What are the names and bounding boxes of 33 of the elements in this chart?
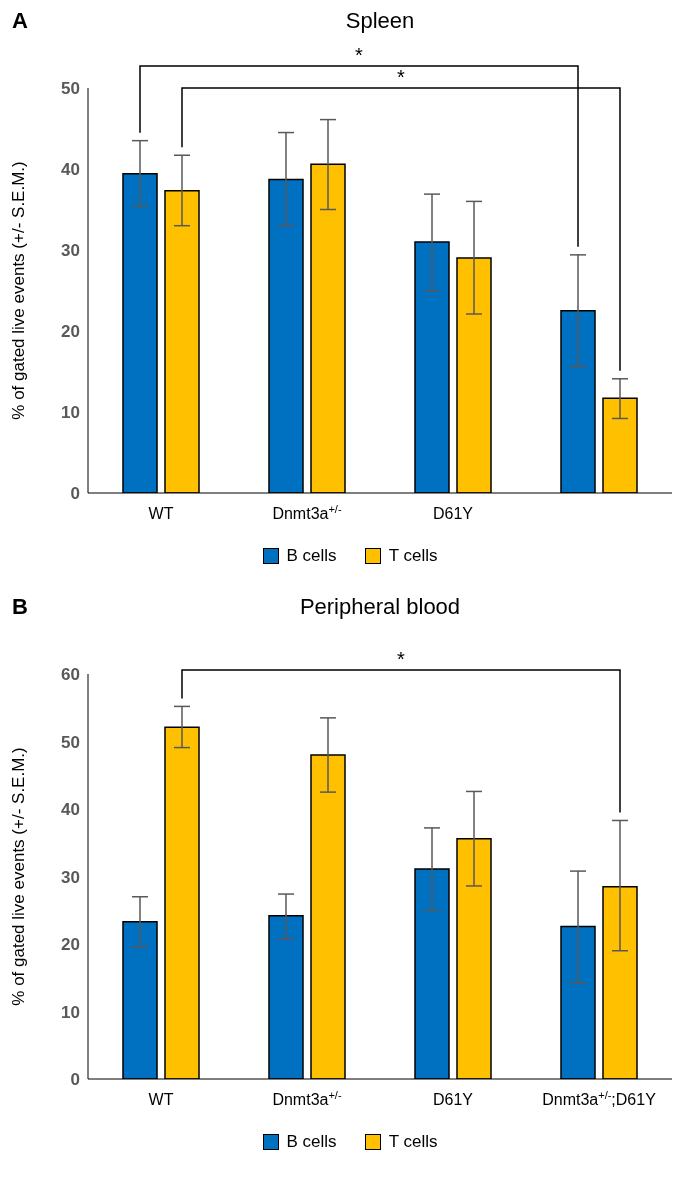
y-tick-label: 20 bbox=[61, 322, 80, 342]
y-axis-title: % of gated live events (+/- S.E.M.) bbox=[9, 161, 29, 420]
text: * bbox=[355, 44, 364, 66]
x-tick-label: WT bbox=[148, 1091, 174, 1108]
legend-label: B cells bbox=[285, 546, 337, 566]
legend-label: B cells bbox=[285, 1132, 337, 1152]
legend-label: T cells bbox=[387, 546, 438, 566]
y-axis-title: % of gated live events (+/- S.E.M.) bbox=[9, 747, 29, 1006]
y-tick-label: 40 bbox=[61, 800, 80, 820]
y-tick-label: 60 bbox=[61, 665, 80, 685]
chart-title: Spleen bbox=[344, 8, 416, 34]
y-tick-label: 10 bbox=[61, 1002, 80, 1022]
x-tick-label: WT bbox=[148, 505, 174, 522]
text: A bbox=[12, 8, 28, 34]
y-tick-label: 30 bbox=[61, 241, 80, 261]
x-tick-label: D61Y bbox=[432, 1091, 474, 1108]
annotation: * bbox=[397, 66, 406, 88]
y-tick-label: 0 bbox=[70, 1070, 80, 1090]
x-tick-label: Dnmt3a$^{+/-}$ bbox=[272, 503, 342, 522]
x-tick-label: D61Y bbox=[432, 505, 474, 522]
y-tick-label: 0 bbox=[70, 484, 80, 504]
y-tick-label: 40 bbox=[61, 160, 80, 180]
chart-title: Peripheral blood bbox=[298, 594, 462, 620]
legend-label: T cells bbox=[387, 1132, 438, 1152]
y-tick-label: 50 bbox=[61, 79, 80, 99]
text: * bbox=[397, 648, 406, 670]
x-tick-label: Dnmt3a$^{+/-}$ bbox=[272, 1089, 342, 1108]
x-tick-label: Dnmt3a$^{+/-}$;D61Y bbox=[542, 1089, 657, 1108]
y-tick-label: 10 bbox=[61, 403, 80, 423]
y-tick-label: 50 bbox=[61, 732, 80, 752]
text: B bbox=[12, 594, 28, 620]
y-tick-label: 20 bbox=[61, 935, 80, 955]
y-tick-label: 30 bbox=[61, 867, 80, 887]
